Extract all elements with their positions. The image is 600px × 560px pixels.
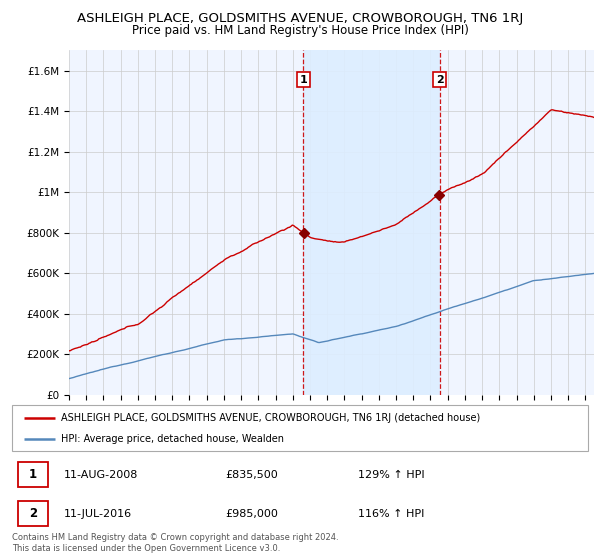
Text: 2: 2 (29, 507, 37, 520)
Text: 11-AUG-2008: 11-AUG-2008 (64, 470, 138, 479)
Text: £835,500: £835,500 (225, 470, 278, 479)
Text: 116% ↑ HPI: 116% ↑ HPI (358, 509, 424, 519)
Text: Price paid vs. HM Land Registry's House Price Index (HPI): Price paid vs. HM Land Registry's House … (131, 24, 469, 36)
Text: 2: 2 (436, 74, 443, 85)
Text: ASHLEIGH PLACE, GOLDSMITHS AVENUE, CROWBOROUGH, TN6 1RJ: ASHLEIGH PLACE, GOLDSMITHS AVENUE, CROWB… (77, 12, 523, 25)
Bar (303, 50, 440, 395)
Text: 1: 1 (29, 468, 37, 481)
Text: 129% ↑ HPI: 129% ↑ HPI (358, 470, 424, 479)
Bar (18, 462, 48, 487)
Text: £985,000: £985,000 (225, 509, 278, 519)
Text: 1: 1 (299, 74, 307, 85)
Bar (18, 501, 48, 526)
Text: Contains HM Land Registry data © Crown copyright and database right 2024.
This d: Contains HM Land Registry data © Crown c… (12, 533, 338, 553)
Text: 11-JUL-2016: 11-JUL-2016 (64, 509, 132, 519)
Text: HPI: Average price, detached house, Wealden: HPI: Average price, detached house, Weal… (61, 435, 284, 444)
Text: ASHLEIGH PLACE, GOLDSMITHS AVENUE, CROWBOROUGH, TN6 1RJ (detached house): ASHLEIGH PLACE, GOLDSMITHS AVENUE, CROWB… (61, 413, 480, 423)
